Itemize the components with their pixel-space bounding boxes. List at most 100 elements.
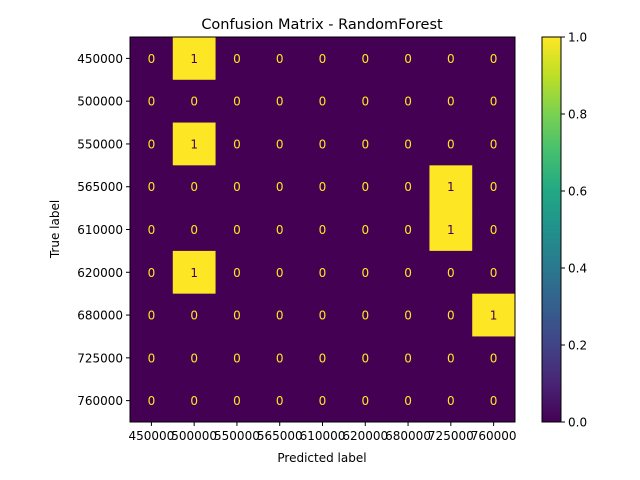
- cell-value-label: 0: [319, 95, 327, 109]
- matrix-cell: [386, 37, 430, 81]
- colorbar-tick-label: 0.6: [568, 185, 587, 199]
- matrix-cell: [258, 79, 302, 124]
- matrix-cell: [172, 122, 217, 166]
- cell-value-label: 0: [233, 137, 241, 151]
- cell-value-label: 0: [490, 266, 498, 280]
- matrix-cell: [258, 208, 302, 252]
- x-tick-label: 610000: [300, 429, 346, 443]
- cell-value-label: 0: [148, 266, 156, 280]
- cell-value-label: 0: [233, 95, 241, 109]
- matrix-cell: [343, 336, 388, 380]
- cell-value-label: 0: [404, 52, 412, 66]
- matrix-cell: [215, 165, 259, 209]
- matrix-cell: [429, 293, 473, 337]
- matrix-cell: [429, 208, 473, 252]
- cell-value-label: 0: [233, 351, 241, 365]
- matrix-cell: [301, 208, 345, 252]
- cell-value-label: 0: [404, 95, 412, 109]
- cell-value-label: 0: [404, 266, 412, 280]
- matrix-cell: [429, 336, 473, 380]
- x-axis-label: Predicted label: [277, 451, 366, 465]
- matrix-cell: [472, 250, 516, 295]
- y-tick-label: 610000: [77, 223, 123, 237]
- matrix-cell: [386, 250, 430, 295]
- colorbar-tick-label: 1.0: [568, 31, 587, 45]
- matrix-cell: [301, 379, 345, 423]
- cell-value-label: 0: [361, 52, 369, 66]
- colorbar-tick-label: 0.0: [568, 416, 587, 430]
- cell-value-label: 0: [233, 180, 241, 194]
- cell-value-label: 0: [233, 394, 241, 408]
- cell-value-label: 0: [319, 180, 327, 194]
- matrix-cell: [386, 208, 430, 252]
- cell-value-label: 0: [233, 52, 241, 66]
- matrix-cell: [386, 122, 430, 166]
- cell-value-label: 0: [447, 95, 455, 109]
- matrix-cell: [472, 122, 516, 166]
- matrix-cell: [386, 379, 430, 423]
- matrix-cell: [130, 122, 174, 166]
- matrix-cell: [429, 250, 473, 295]
- matrix-cell: [429, 122, 473, 166]
- cell-value-label: 0: [361, 95, 369, 109]
- cell-value-label: 0: [190, 309, 198, 323]
- cell-value-label: 0: [447, 266, 455, 280]
- y-tick-label: 760000: [77, 394, 123, 408]
- matrix-cell: [215, 122, 259, 166]
- cell-value-label: 1: [447, 223, 455, 237]
- matrix-cell: [343, 208, 388, 252]
- cell-value-label: 0: [276, 95, 284, 109]
- matrix-cell: [258, 37, 302, 81]
- x-axis-ticks: 4500005000005500005650006100006200006800…: [128, 422, 517, 443]
- cell-value-label: 0: [233, 266, 241, 280]
- matrix-cell: [130, 79, 174, 124]
- cell-value-label: 0: [148, 180, 156, 194]
- cell-value-label: 0: [319, 137, 327, 151]
- matrix-cell: [386, 165, 430, 209]
- matrix-cell: [130, 250, 174, 295]
- matrix-cell: [472, 79, 516, 124]
- x-tick-label: 450000: [128, 429, 174, 443]
- y-axis-label: True label: [48, 200, 62, 259]
- matrix-cell: [472, 37, 516, 81]
- cell-value-label: 0: [319, 394, 327, 408]
- matrix-cell: [386, 336, 430, 380]
- matrix-cell: [472, 293, 516, 337]
- cell-value-label: 0: [404, 223, 412, 237]
- colorbar-ticks: 0.0 0.2 0.4 0.6 0.8 1.0: [561, 31, 587, 430]
- cell-value-label: 0: [276, 394, 284, 408]
- cell-value-label: 0: [276, 52, 284, 66]
- cell-value-label: 0: [148, 309, 156, 323]
- cell-value-label: 0: [490, 137, 498, 151]
- matrix-cell: [343, 379, 388, 423]
- x-tick-label: 760000: [471, 429, 517, 443]
- cell-value-label: 0: [404, 180, 412, 194]
- cell-value-label: 0: [276, 266, 284, 280]
- matrix-cell: [172, 165, 217, 209]
- y-tick-label: 725000: [77, 351, 123, 365]
- matrix-cell: [172, 379, 217, 423]
- matrix-cell: [258, 336, 302, 380]
- cell-value-label: 0: [319, 309, 327, 323]
- matrix-cell: [215, 336, 259, 380]
- cell-value-label: 0: [404, 351, 412, 365]
- cell-value-label: 0: [190, 180, 198, 194]
- matrix-cell: [172, 37, 217, 81]
- cell-value-label: 0: [490, 95, 498, 109]
- cell-value-label: 0: [148, 394, 156, 408]
- matrix-cell: [215, 293, 259, 337]
- y-tick-label: 550000: [77, 137, 123, 151]
- x-tick-label: 565000: [257, 429, 303, 443]
- cell-value-label: 0: [490, 52, 498, 66]
- cell-value-label: 0: [361, 351, 369, 365]
- cell-value-label: 0: [319, 266, 327, 280]
- y-tick-label: 500000: [77, 95, 123, 109]
- matrix-cell: [343, 293, 388, 337]
- x-tick-label: 550000: [214, 429, 260, 443]
- y-tick-label: 620000: [77, 266, 123, 280]
- matrix-cell: [343, 122, 388, 166]
- matrix-cell: [215, 79, 259, 124]
- matrix-cell: [301, 122, 345, 166]
- matrix-cell: [343, 165, 388, 209]
